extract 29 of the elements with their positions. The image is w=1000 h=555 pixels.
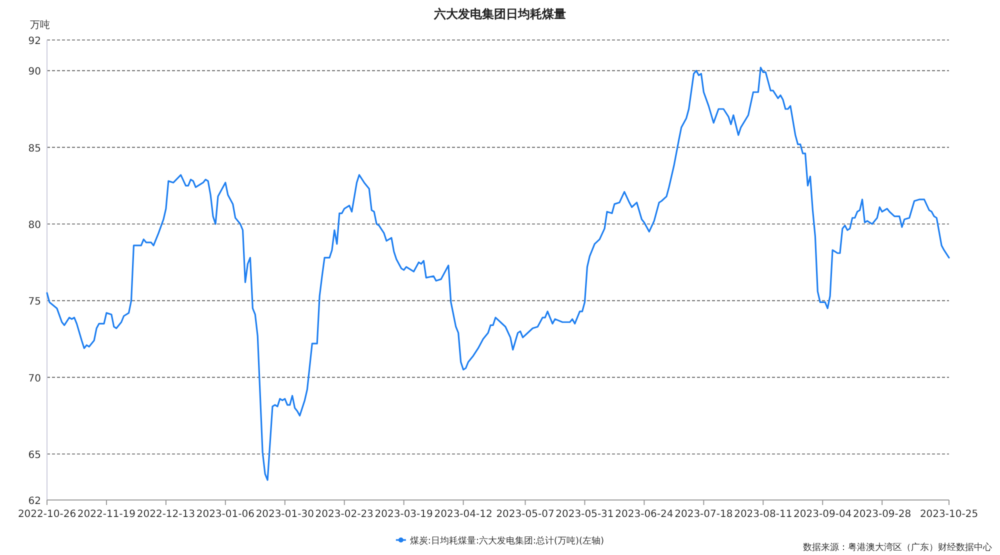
y-tick-label: 75 (28, 296, 41, 308)
x-tick-label: 2023-09-28 (853, 509, 912, 520)
y-tick-label: 80 (28, 220, 41, 231)
y-tick-label: 70 (28, 373, 41, 384)
x-tick-label: 2022-12-13 (136, 509, 196, 520)
chart-title: 六大发电集团日均耗煤量 (433, 7, 566, 21)
x-tick-label: 2023-01-30 (256, 509, 314, 520)
y-tick-label: 62 (28, 496, 41, 507)
y-tick-label: 85 (28, 143, 41, 154)
x-tick-label: 2023-08-11 (734, 509, 792, 520)
y-axis-title: 万吨 (30, 19, 50, 31)
x-tick-label: 2023-07-18 (674, 509, 733, 520)
source-note: 数据来源：粤港澳大湾区（广东）财经数据中心 (803, 542, 992, 553)
x-tick-label: 2023-09-04 (794, 509, 852, 520)
line-series (46, 66, 950, 481)
y-tick-label: 90 (28, 66, 41, 78)
x-tick-label: 2022-11-19 (77, 509, 136, 520)
x-tick-label: 2023-01-06 (196, 509, 254, 520)
x-tick-label: 2023-06-24 (615, 509, 674, 520)
y-tick-label: 65 (28, 450, 41, 461)
x-tick-label: 2023-02-23 (315, 509, 374, 520)
x-tick-label: 2023-03-19 (374, 509, 433, 520)
y-tick-label: 92 (28, 36, 41, 47)
x-tick-label: 2023-05-31 (556, 509, 614, 520)
x-tick-label: 2023-04-12 (434, 509, 492, 520)
legend-label: 煤炭:日均耗煤量:六大发电集团:总计(万吨)(左轴) (410, 536, 604, 546)
x-tick-label: 2022-10-26 (18, 509, 76, 520)
x-tick-label: 2023-05-07 (496, 509, 554, 520)
x-tick-label: 2023-10-25 (920, 509, 978, 520)
